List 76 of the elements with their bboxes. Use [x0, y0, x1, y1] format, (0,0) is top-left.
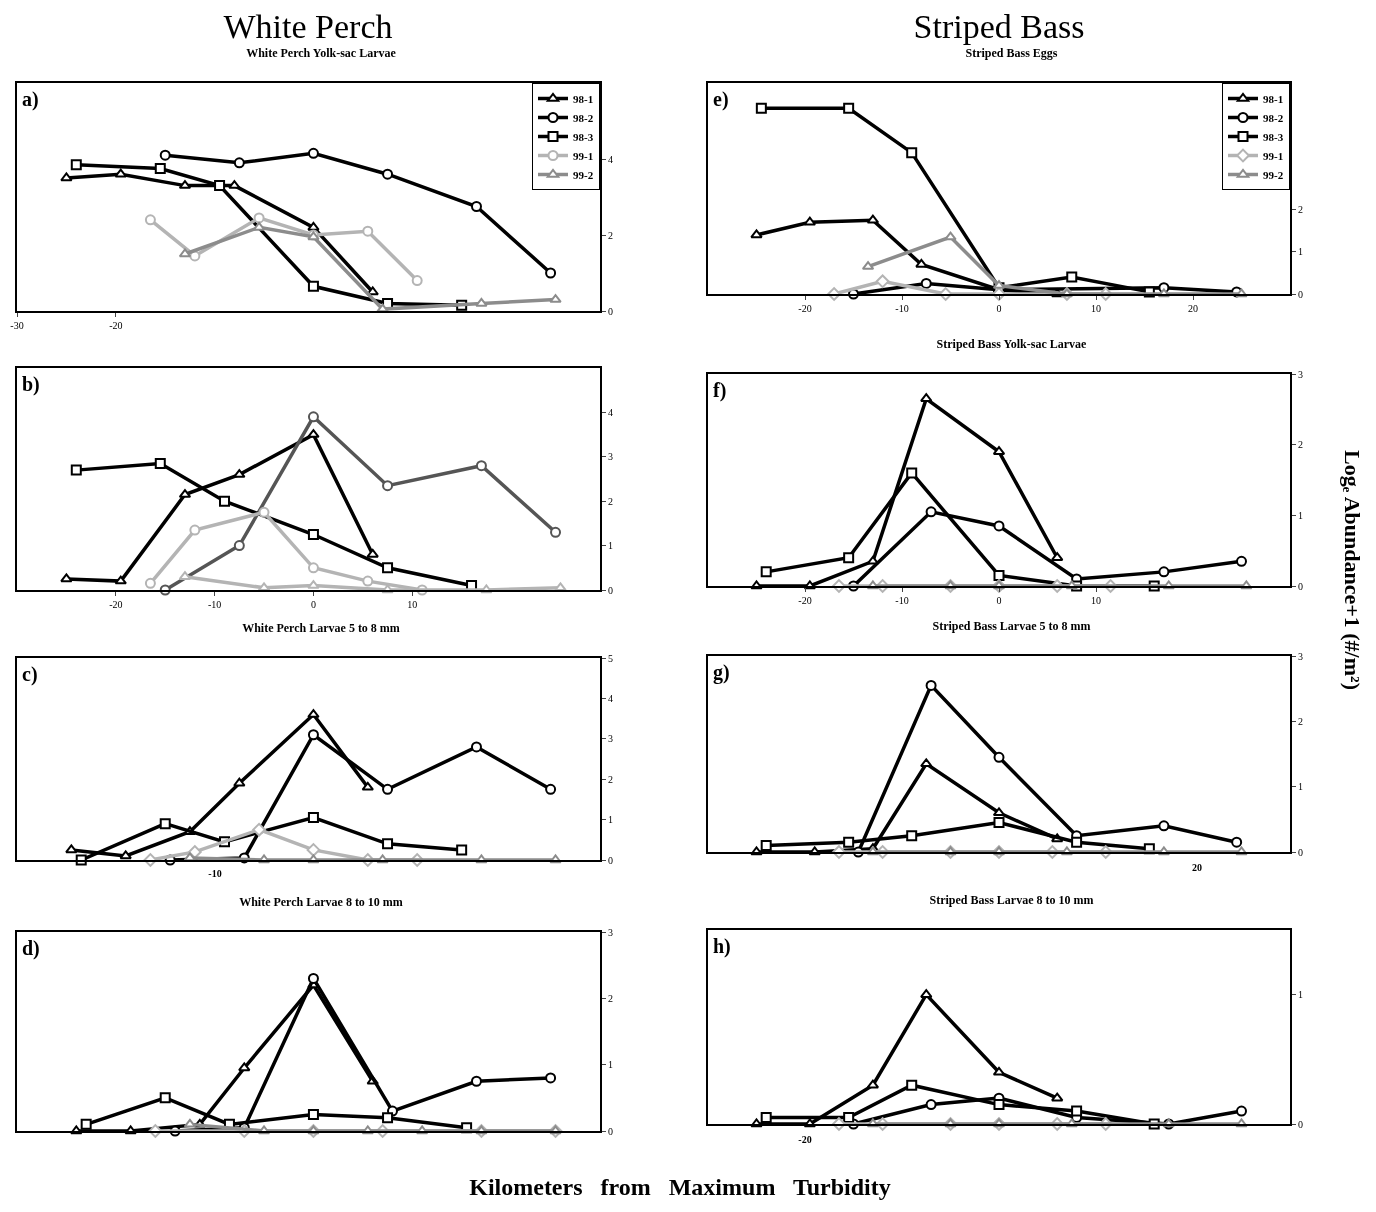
x-tick-label: -20: [798, 303, 812, 314]
y-tick-label: 2: [608, 495, 613, 507]
y-tick-label: 2: [608, 229, 613, 241]
legend-label: 99-1: [573, 149, 594, 162]
y-tick-label: 1: [608, 1059, 613, 1071]
text: 20: [1192, 862, 1202, 873]
y-tick-label: 5: [608, 652, 613, 664]
x-tick-label: 10: [1091, 303, 1101, 314]
y-tick-label: 1: [1298, 781, 1303, 793]
annotation: g): [713, 661, 730, 684]
x-tick-label: 0: [996, 303, 1002, 314]
annotation: h): [713, 935, 731, 958]
y-tick-label: 1: [1298, 989, 1303, 1001]
x-tick-label: -30: [10, 320, 24, 331]
x-tick-label: 10: [407, 599, 418, 610]
y-tick-label: 4: [608, 692, 613, 704]
x-tick-label: -10: [895, 595, 909, 606]
y-tick-label: 3: [608, 451, 613, 463]
y-tick-label: 0: [608, 1125, 613, 1137]
x-tick-label: 0: [996, 595, 1002, 606]
x-tick-label: -10: [207, 599, 222, 610]
y-tick-label: 1: [608, 814, 613, 826]
y-tick-label: 0: [1298, 580, 1303, 592]
y-tick-label: 4: [608, 153, 613, 165]
annotation: e): [713, 88, 729, 111]
text: -10: [208, 868, 222, 879]
text: -20: [798, 1134, 812, 1145]
text: Logₑ Abundance+1 (#/m²): [1339, 450, 1365, 690]
y-tick-label: 2: [1298, 204, 1303, 216]
y-tick-label: 2: [608, 773, 613, 785]
text: White Perch: [223, 8, 393, 46]
legend-label: 98-2: [1263, 111, 1284, 124]
chart-title: White Perch Larvae 8 to 10 mm: [239, 895, 403, 910]
y-tick-label: 2: [1298, 715, 1303, 727]
text: Kilometers from Maximum Turbidity: [469, 1174, 891, 1201]
legend-label: 98-1: [573, 92, 594, 105]
legend-label: 98-2: [573, 111, 594, 124]
chart-title: White Perch Yolk-sac Larvae: [246, 46, 397, 61]
y-tick-label: 3: [1298, 368, 1303, 380]
chart-title: Striped Bass Eggs: [965, 46, 1058, 61]
chart-title: Striped Bass Larvae 5 to 8 mm: [932, 619, 1091, 634]
y-tick-label: 0: [608, 584, 613, 596]
y-tick-label: 2: [1298, 439, 1303, 451]
y-tick-label: 3: [1298, 650, 1303, 662]
annotation: c): [22, 663, 38, 686]
y-tick-label: 0: [1298, 288, 1303, 300]
x-tick-label: 0: [310, 599, 316, 610]
y-tick-label: 0: [1298, 1118, 1303, 1130]
legend-label: 99-2: [573, 168, 594, 181]
chart-title: White Perch Larvae 5 to 8 mm: [242, 621, 400, 636]
y-tick-label: 1: [1298, 246, 1303, 258]
annotation: a): [22, 88, 39, 111]
chart-title: Striped Bass Larvae 8 to 10 mm: [929, 893, 1094, 908]
x-tick-label: 20: [1188, 303, 1198, 314]
x-tick-label: 10: [1091, 595, 1101, 606]
legend-label: 98-1: [1263, 92, 1284, 105]
chart-title: Striped Bass Yolk-sac Larvae: [936, 337, 1088, 352]
legend-label: 98-3: [573, 130, 594, 143]
y-tick-label: 2: [608, 992, 613, 1004]
annotation: b): [22, 373, 40, 396]
y-tick-label: 0: [608, 854, 613, 866]
y-tick-label: 1: [608, 540, 613, 552]
annotation: d): [22, 937, 40, 960]
y-tick-label: 0: [1298, 846, 1303, 858]
y-tick-label: 1: [1298, 509, 1303, 521]
x-tick-label: -20: [798, 595, 812, 606]
y-tick-label: 4: [608, 406, 613, 418]
y-tick-label: 3: [608, 733, 613, 745]
y-tick-label: 3: [608, 926, 613, 938]
annotation: f): [713, 379, 727, 402]
x-tick-label: -10: [895, 303, 909, 314]
x-tick-label: -20: [109, 599, 123, 610]
text: Striped Bass: [913, 8, 1085, 46]
legend-label: 99-1: [1263, 149, 1284, 162]
legend-label: 99-2: [1263, 168, 1284, 181]
legend-label: 98-3: [1263, 130, 1284, 143]
